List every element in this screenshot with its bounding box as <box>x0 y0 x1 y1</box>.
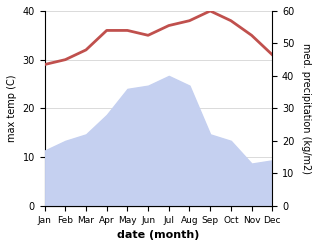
Y-axis label: med. precipitation (kg/m2): med. precipitation (kg/m2) <box>301 43 311 174</box>
X-axis label: date (month): date (month) <box>117 230 200 240</box>
Y-axis label: max temp (C): max temp (C) <box>7 75 17 142</box>
